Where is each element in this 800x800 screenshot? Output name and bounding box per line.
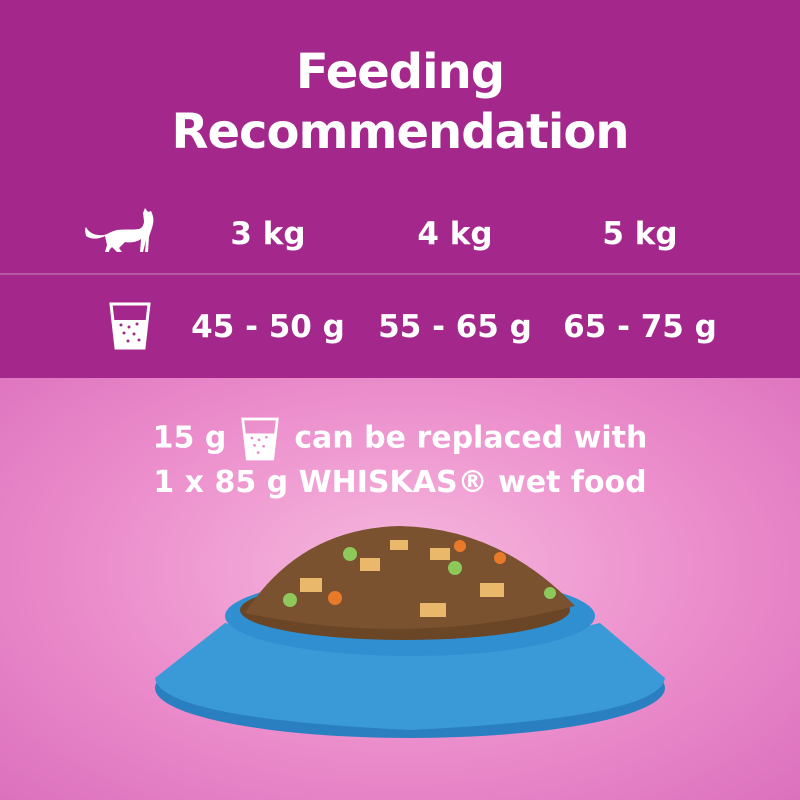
amount-row: 45 - 50 g 55 - 65 g 65 - 75 g xyxy=(0,282,800,372)
measuring-cup-icon xyxy=(108,300,152,352)
title-line-1: Feeding xyxy=(295,44,505,100)
cat-icon xyxy=(84,201,164,261)
page-title: Feeding Recommendation xyxy=(0,42,800,162)
title-line-2: Recommendation xyxy=(171,104,630,160)
weight-5kg: 5 kg xyxy=(602,216,678,252)
weight-4kg: 4 kg xyxy=(417,216,493,252)
recommendation-panel: Feeding Recommendation 3 kg 4 kg 5 kg 45… xyxy=(0,0,800,378)
note-text-2: 1 x 85 g WHISKAS® wet food xyxy=(153,465,647,500)
food-bowl-image xyxy=(155,526,665,738)
replacement-note: 15 g can be replaced with 1 x 85 g WHISKA… xyxy=(0,415,800,503)
note-amount: 15 g xyxy=(152,420,227,456)
note-text-1: can be replaced with xyxy=(294,420,648,456)
amount-3kg: 45 - 50 g xyxy=(191,309,345,345)
product-area: 15 g can be replaced with 1 x 85 g WHISKA… xyxy=(0,378,800,800)
weight-row: 3 kg 4 kg 5 kg xyxy=(0,195,800,273)
measuring-cup-icon xyxy=(240,415,280,463)
weight-3kg: 3 kg xyxy=(230,216,306,252)
amount-5kg: 65 - 75 g xyxy=(563,309,717,345)
amount-4kg: 55 - 65 g xyxy=(378,309,532,345)
divider xyxy=(0,273,800,275)
